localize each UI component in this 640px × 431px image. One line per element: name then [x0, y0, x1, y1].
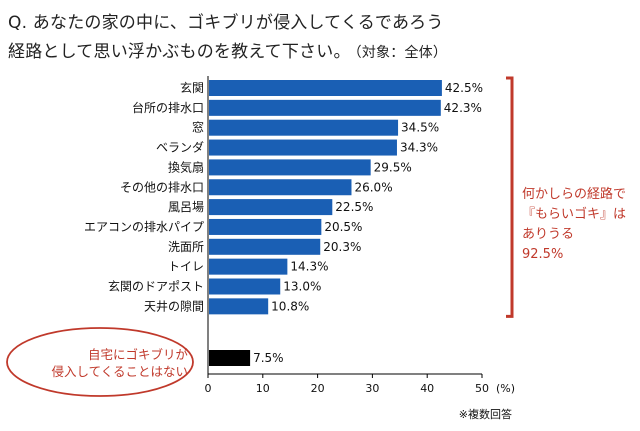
bar-2	[209, 99, 441, 116]
bar-3	[209, 119, 399, 136]
bar-10	[209, 258, 288, 275]
category-label-11: 玄関のドアポスト	[108, 279, 204, 294]
bar-9	[209, 238, 321, 255]
category-label-12: 天井の隙間	[144, 299, 204, 313]
bar-8	[209, 218, 322, 235]
value-label-6: 26.0%	[354, 180, 392, 194]
x-tick-label-1: 10	[256, 382, 270, 395]
x-tick-label-0: 0	[205, 382, 212, 395]
bracket	[506, 76, 514, 318]
bracket-note-line-2: 『もらいゴキ』は	[522, 206, 626, 222]
category-label-5: 換気扇	[168, 159, 204, 174]
value-label-10: 14.3%	[290, 260, 328, 274]
value-label-3: 34.5%	[401, 121, 439, 135]
category-label-10: トイレ	[168, 260, 204, 274]
value-label-4: 34.3%	[400, 141, 438, 155]
question-line-2: 経路として思い浮かぶものを教えて下さい。 （対象：全体）	[8, 37, 447, 62]
footnote: ※複数回答	[459, 407, 512, 421]
category-label-6: その他の排水口	[120, 180, 204, 194]
value-label-5: 29.5%	[374, 160, 412, 174]
x-tick-label-5: 50	[475, 382, 489, 395]
category-label-7: 風呂場	[168, 200, 204, 214]
question-scope: （対象：全体）	[354, 45, 448, 61]
bar-11	[209, 278, 281, 295]
bracket-note-line-4: 92.5%	[522, 247, 563, 262]
x-unit-label: (%)	[496, 382, 515, 395]
value-label-8: 20.5%	[324, 220, 362, 234]
category-label-3: 窓	[192, 120, 204, 135]
bar-12	[209, 298, 269, 315]
value-label-9: 20.3%	[323, 240, 361, 254]
question-text: 経路として思い浮かぶものを教えて下さい。	[8, 42, 351, 62]
category-label-8: エアコンの排水パイプ	[84, 220, 204, 234]
oval-highlight	[6, 327, 194, 397]
oval-label-line-1: 自宅にゴキブリが	[88, 347, 189, 362]
oval-label-line-2: 侵入してくることはない	[51, 364, 188, 379]
value-label-12: 10.8%	[271, 299, 309, 313]
category-label-4: ベランダ	[156, 140, 204, 155]
value-label-11: 13.0%	[283, 280, 321, 294]
category-label-2: 台所の排水口	[132, 100, 204, 115]
bar-4	[209, 139, 397, 156]
bar-13	[209, 350, 251, 366]
value-label-2: 42.3%	[444, 101, 482, 115]
value-label-13: 7.5%	[253, 351, 284, 365]
bar-7	[209, 199, 333, 216]
category-label-9: 洗面所	[168, 240, 204, 254]
bracket-note-line-1: 何かしらの経路で	[522, 186, 626, 202]
category-label-1: 玄関	[180, 80, 204, 95]
x-tick-label-3: 30	[365, 382, 379, 395]
bracket-note-line-3: ありうる	[522, 227, 574, 242]
bar-5	[209, 159, 371, 176]
value-label-1: 42.5%	[445, 81, 483, 95]
question-line-1: Q. あなたの家の中に、ゴキブリが侵入してくるであろう	[8, 13, 444, 33]
bar-6	[209, 179, 352, 196]
bar-1	[209, 80, 442, 96]
x-tick-label-4: 40	[420, 382, 434, 395]
value-label-7: 22.5%	[335, 200, 373, 214]
x-tick-label-2: 20	[311, 382, 325, 395]
